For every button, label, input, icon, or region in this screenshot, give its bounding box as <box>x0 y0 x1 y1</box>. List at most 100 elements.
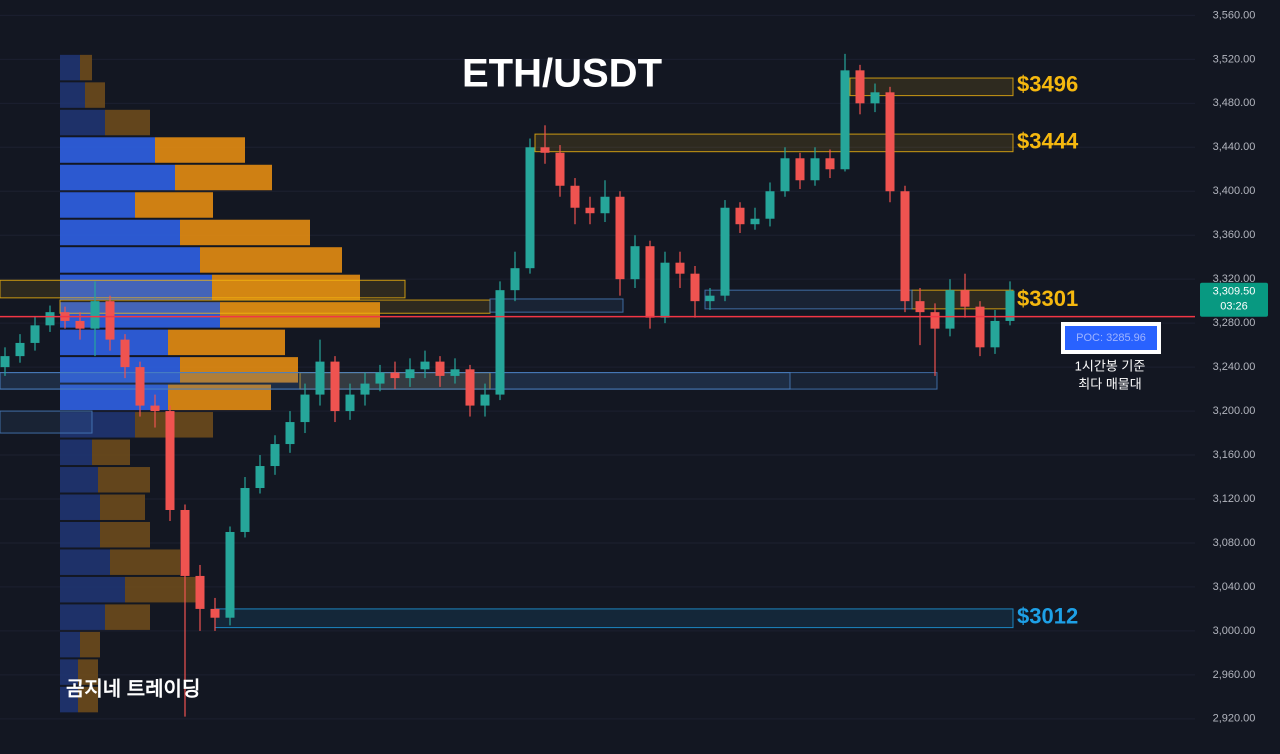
candle-body <box>165 411 175 510</box>
profile-sell <box>212 274 360 301</box>
candle-body <box>300 394 310 423</box>
candle-body <box>840 70 850 170</box>
candle-body <box>630 246 640 280</box>
y-tick-label: 3,040.00 <box>1213 581 1256 593</box>
candle-body <box>720 207 730 296</box>
candle-body <box>885 92 895 192</box>
candle-body <box>1005 290 1015 321</box>
candle-body <box>135 367 145 406</box>
candle-body <box>270 444 280 467</box>
profile-buy <box>60 164 175 191</box>
candle-body <box>705 295 715 302</box>
profile-buy <box>60 604 105 630</box>
zone <box>214 608 1014 629</box>
candle-body <box>495 290 505 395</box>
profile-sell <box>175 164 272 191</box>
profile-buy <box>60 109 105 136</box>
profile-sell <box>135 192 213 218</box>
profile-buy <box>60 137 155 163</box>
candle-body <box>390 372 400 379</box>
profile-sell <box>180 357 298 383</box>
price-tag <box>1200 282 1268 317</box>
candle-body <box>150 405 160 412</box>
y-tick-label: 3,360.00 <box>1213 229 1256 241</box>
y-tick-label: 3,400.00 <box>1213 185 1256 197</box>
candle-body <box>990 320 1000 348</box>
profile-sell <box>80 631 100 658</box>
profile-sell <box>92 439 130 466</box>
candle-body <box>420 361 430 370</box>
candle-body <box>945 290 955 329</box>
profile-sell <box>168 329 285 356</box>
candle-body <box>750 218 760 225</box>
candle-body <box>255 466 265 489</box>
candle-body <box>285 422 295 445</box>
candle-body <box>780 158 790 192</box>
profile-sell <box>180 219 310 246</box>
candle-body <box>795 158 805 181</box>
profile-buy <box>60 467 98 493</box>
candle-body <box>870 92 880 104</box>
candle-body <box>105 301 115 340</box>
profile-buy <box>60 302 220 328</box>
candle-body <box>825 158 835 170</box>
candle-body <box>540 147 550 153</box>
profile-sell <box>100 494 145 520</box>
candle-body <box>315 361 325 395</box>
zone <box>704 289 913 310</box>
candle-body <box>510 268 520 291</box>
y-tick-label: 3,480.00 <box>1213 97 1256 109</box>
candle-body <box>615 196 625 280</box>
y-tick-label: 3,520.00 <box>1213 53 1256 65</box>
y-tick-label: 3,120.00 <box>1213 493 1256 505</box>
price-countdown: 03:26 <box>1220 301 1248 313</box>
zone <box>534 133 1014 153</box>
candle-body <box>960 290 970 307</box>
price-tag-label: 3,309.50 <box>1213 286 1256 298</box>
zone <box>59 299 491 314</box>
candle-body <box>645 246 655 318</box>
y-tick-label: 2,920.00 <box>1213 713 1256 725</box>
candle-body <box>225 531 235 618</box>
y-tick-label: 3,080.00 <box>1213 537 1256 549</box>
profile-sell <box>80 54 92 81</box>
candle-body <box>765 191 775 219</box>
profile-sell <box>200 247 342 273</box>
candle-body <box>810 158 820 181</box>
candle-body <box>900 191 910 302</box>
profile-sell <box>125 576 197 603</box>
poc-box <box>1065 326 1157 350</box>
zone-label: $3444 <box>1017 129 1079 154</box>
profile-buy <box>60 192 135 218</box>
zone <box>849 77 1014 97</box>
candle-body <box>855 70 865 104</box>
y-tick-label: 3,000.00 <box>1213 625 1256 637</box>
profile-sell <box>105 109 150 136</box>
profile-sell <box>98 467 150 493</box>
y-tick-label: 3,280.00 <box>1213 317 1256 329</box>
zone-label: $3496 <box>1017 72 1078 97</box>
zone <box>0 279 406 299</box>
profile-buy <box>60 357 180 383</box>
candle-body <box>90 301 100 329</box>
poc-label: POC: 3285.96 <box>1076 332 1146 344</box>
candle-body <box>330 361 340 412</box>
zone-label: $3012 <box>1017 604 1078 629</box>
profile-buy <box>60 247 200 273</box>
profile-sell <box>85 82 105 108</box>
y-tick-label: 3,560.00 <box>1213 9 1256 21</box>
profile-sell <box>78 686 98 713</box>
candle-body <box>15 342 25 357</box>
candle-body <box>735 207 745 225</box>
candle-body <box>675 262 685 274</box>
y-tick-label: 3,320.00 <box>1213 273 1256 285</box>
poc-note: 최다 매물대 <box>1078 376 1141 391</box>
candle-body <box>240 488 250 532</box>
poc-note: 1시간봉 기준 <box>1075 358 1146 373</box>
y-tick-label: 2,960.00 <box>1213 669 1256 681</box>
candle-body <box>180 509 190 576</box>
profile-buy <box>60 82 85 108</box>
chart-title: ETH/USDT <box>462 52 662 96</box>
